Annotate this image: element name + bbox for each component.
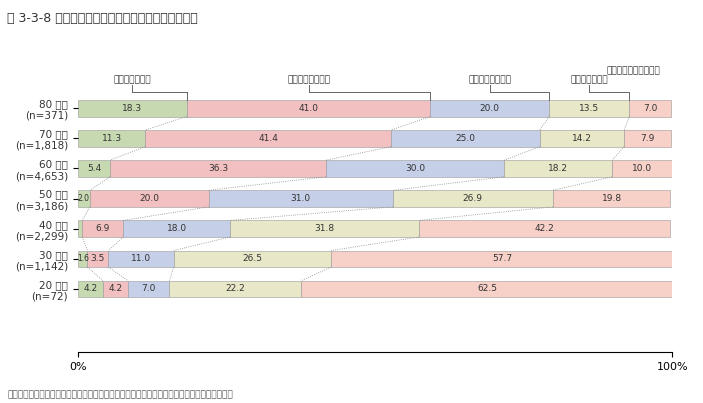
Text: 36.3: 36.3 (208, 164, 228, 173)
Bar (612, 160, 671, 177)
Bar (331, 251, 674, 267)
Bar (230, 220, 419, 237)
Text: 第 3-3-8 図　　経営者の年齢別事業承継の準備状況: 第 3-3-8 図 経営者の年齢別事業承継の準備状況 (7, 12, 198, 25)
Text: ある程度している: ある程度している (287, 76, 330, 85)
Bar (123, 220, 230, 237)
Bar (82, 220, 123, 237)
Bar (430, 100, 549, 116)
Bar (629, 100, 671, 116)
Text: 18.0: 18.0 (167, 224, 187, 233)
Bar (78, 160, 110, 177)
Bar (391, 130, 540, 147)
Bar (624, 130, 671, 147)
Text: 22.2: 22.2 (226, 285, 245, 293)
Text: 42.2: 42.2 (534, 224, 554, 233)
Text: 11.0: 11.0 (131, 254, 151, 263)
Text: 18.2: 18.2 (548, 164, 568, 173)
Text: 10.0: 10.0 (632, 164, 652, 173)
Bar (325, 160, 504, 177)
Text: 全くしていない: 全くしていない (570, 76, 608, 85)
Bar (78, 251, 87, 267)
Text: 31.8: 31.8 (314, 224, 335, 233)
Bar (302, 280, 673, 297)
Bar (108, 251, 174, 267)
Bar (87, 251, 108, 267)
Bar (553, 190, 671, 207)
Text: 7.9: 7.9 (640, 134, 654, 143)
Text: 13.5: 13.5 (579, 104, 600, 113)
Text: 4.2: 4.2 (84, 285, 98, 293)
Bar (145, 130, 391, 147)
Text: 3.5: 3.5 (91, 254, 105, 263)
Bar (169, 280, 302, 297)
Bar (174, 251, 331, 267)
Text: あまりしていない: あまりしていない (468, 76, 511, 85)
Bar (209, 190, 393, 207)
Bar (78, 100, 187, 116)
Bar (103, 280, 128, 297)
Text: 14.2: 14.2 (572, 134, 592, 143)
Bar (187, 100, 430, 116)
Text: 5.4: 5.4 (87, 164, 101, 173)
Text: 1.6: 1.6 (77, 254, 89, 263)
Text: 26.9: 26.9 (463, 194, 483, 203)
Text: 18.3: 18.3 (122, 104, 143, 113)
Text: 19.8: 19.8 (602, 194, 621, 203)
Text: 7.0: 7.0 (643, 104, 657, 113)
Bar (78, 130, 145, 147)
Text: 十分にしている: 十分にしている (113, 76, 151, 85)
Text: 20.0: 20.0 (479, 104, 500, 113)
Text: 20.0: 20.0 (139, 194, 160, 203)
Text: 25.0: 25.0 (456, 134, 475, 143)
Text: 41.4: 41.4 (258, 134, 278, 143)
Bar (78, 190, 90, 207)
Text: 31.0: 31.0 (291, 194, 311, 203)
Text: 2.0: 2.0 (78, 194, 90, 203)
Text: 11.3: 11.3 (101, 134, 122, 143)
Bar (78, 220, 82, 237)
Bar (419, 220, 670, 237)
Bar (90, 190, 209, 207)
Text: 7.0: 7.0 (141, 285, 156, 293)
Text: 26.5: 26.5 (243, 254, 262, 263)
Bar (393, 190, 553, 207)
Bar (549, 100, 629, 116)
Text: 41.0: 41.0 (299, 104, 318, 113)
Text: 資料：全国商工会連合会「小規模事業者の事業活動の実態把握調査」に基づき中小企業庁作成: 資料：全国商工会連合会「小規模事業者の事業活動の実態把握調査」に基づき中小企業庁… (7, 390, 233, 399)
Bar (540, 130, 624, 147)
Text: 62.5: 62.5 (477, 285, 497, 293)
Bar (110, 160, 325, 177)
Text: 準備の必要を感じない: 準備の必要を感じない (607, 66, 660, 75)
Bar (128, 280, 169, 297)
Bar (504, 160, 612, 177)
Text: 4.2: 4.2 (108, 285, 122, 293)
Text: 30.0: 30.0 (405, 164, 425, 173)
Text: 57.7: 57.7 (493, 254, 512, 263)
Bar (78, 280, 103, 297)
Text: 6.9: 6.9 (96, 224, 110, 233)
